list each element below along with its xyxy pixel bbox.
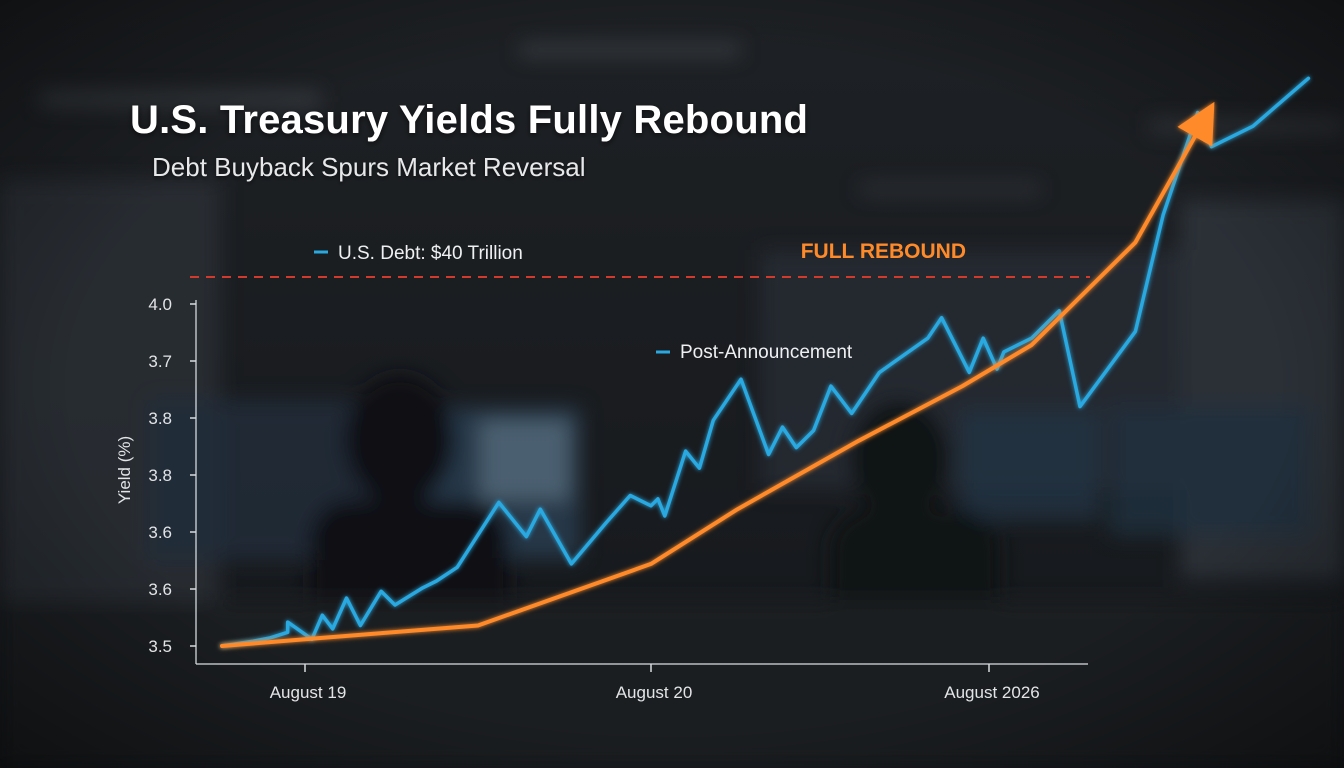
- series-layer: [220, 76, 1311, 648]
- x-ticks: August 19 August 20 August 2026: [270, 664, 1040, 702]
- y-tick-label: 3.8: [148, 409, 172, 428]
- chart-title: U.S. Treasury Yields Fully Rebound: [130, 98, 809, 142]
- y-axis-label: Yield (%): [115, 436, 134, 504]
- y-ticks: 3.5 3.6 3.6 3.8 3.8 3.7 4.0: [148, 295, 196, 656]
- x-tick-label: August 20: [616, 683, 693, 702]
- debt-legend-label: U.S. Debt: $40 Trillion: [338, 243, 523, 264]
- orange-series-line: [220, 101, 1215, 648]
- y-tick-label: 3.6: [148, 580, 172, 599]
- y-tick-label: 4.0: [148, 295, 172, 314]
- chart-subtitle: Debt Buyback Spurs Market Reversal: [152, 152, 586, 182]
- y-tick-label: 3.5: [148, 637, 172, 656]
- x-tick-label: August 2026: [944, 683, 1039, 702]
- x-tick-label: August 19: [270, 683, 347, 702]
- y-tick-label: 3.6: [148, 523, 172, 542]
- y-tick-label: 3.7: [148, 352, 172, 371]
- full-rebound-annotation: FULL REBOUND: [801, 240, 966, 263]
- post-legend-label: Post-Announcement: [680, 342, 853, 363]
- blue-series-line: [220, 76, 1311, 648]
- y-tick-label: 3.8: [148, 466, 172, 485]
